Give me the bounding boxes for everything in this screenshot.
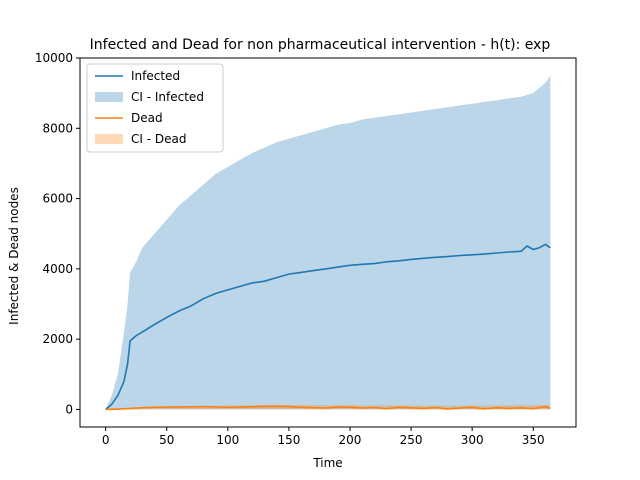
- legend-label-ci-infected: CI - Infected: [131, 90, 204, 104]
- line-dead: [105, 405, 551, 411]
- x-tick-label: 0: [102, 433, 110, 447]
- x-tick-label: 150: [277, 433, 300, 447]
- y-tick-label: 10000: [35, 51, 73, 65]
- x-axis-label: Time: [312, 456, 342, 470]
- legend-swatch-ci-infected: [95, 92, 123, 102]
- legend-label-dead: Dead: [131, 111, 163, 125]
- band-ci-infected: [105, 75, 551, 410]
- x-tick-label: 300: [461, 433, 484, 447]
- y-tick-label: 0: [65, 402, 73, 416]
- y-tick-label: 4000: [42, 262, 73, 276]
- y-tick-label: 8000: [42, 121, 73, 135]
- y-tick-label: 6000: [42, 192, 73, 206]
- x-tick-label: 100: [216, 433, 239, 447]
- x-tick-label: 50: [159, 433, 174, 447]
- plot-frame: [79, 57, 577, 428]
- legend-label-infected: Infected: [131, 69, 180, 83]
- chart-title: Infected and Dead for non pharmaceutical…: [90, 37, 551, 53]
- line-infected: [105, 243, 551, 411]
- series-lines: [105, 243, 551, 411]
- x-tick-label: 350: [522, 433, 545, 447]
- y-tick-label: 2000: [42, 332, 73, 346]
- legend-box: [86, 63, 224, 153]
- legend-swatch-ci-dead: [95, 134, 123, 144]
- y-axis-ticks: 0 2000 4000 6000 8000 10000: [35, 51, 80, 416]
- y-axis-label: Infected & Dead nodes: [7, 187, 21, 325]
- x-tick-label: 250: [400, 433, 423, 447]
- legend: Infected CI - Infected Dead CI - Dead: [86, 63, 224, 153]
- x-tick-label: 200: [339, 433, 362, 447]
- legend-label-ci-dead: CI - Dead: [131, 132, 186, 146]
- x-axis-ticks: 0 50 100 150 200 250 300 350: [102, 427, 545, 447]
